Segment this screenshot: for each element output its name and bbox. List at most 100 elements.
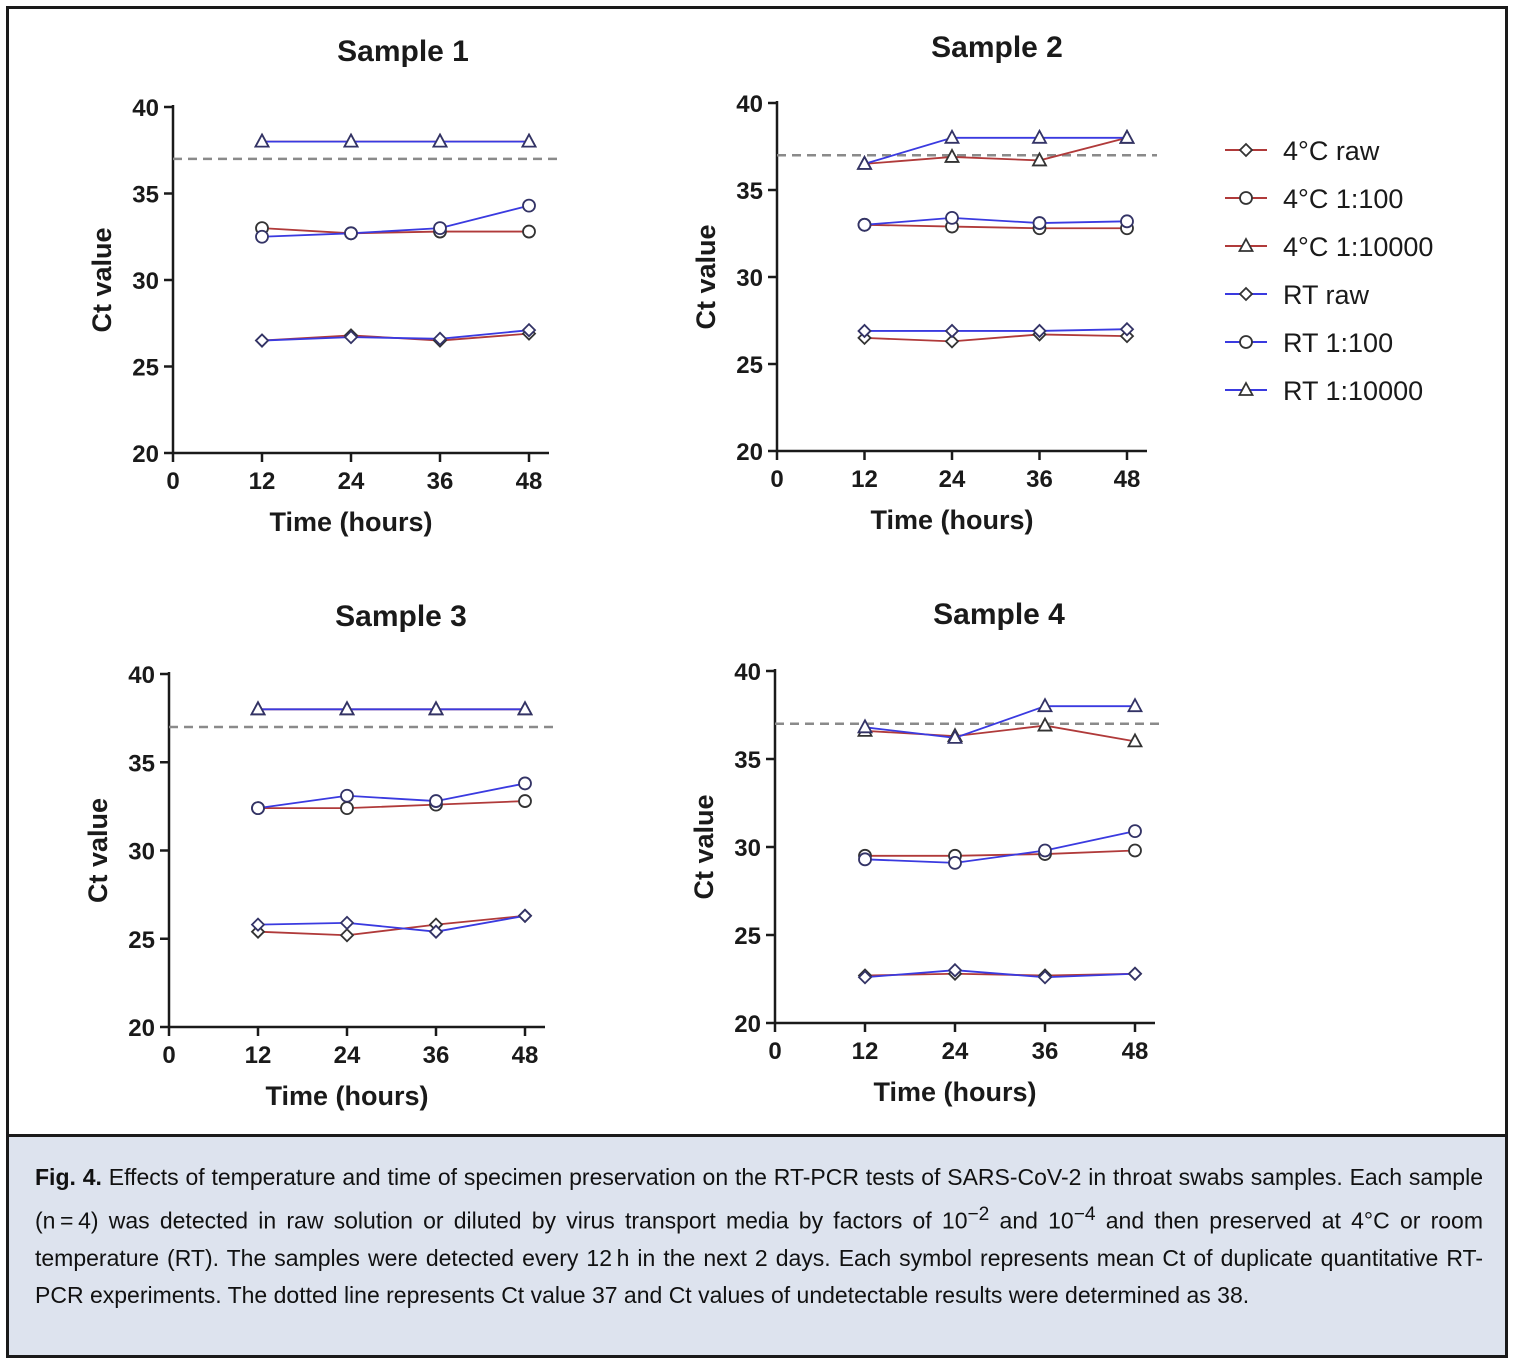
data-point (1126, 732, 1144, 748)
data-point (858, 852, 872, 867)
data-point (251, 801, 265, 816)
data-point (1032, 216, 1047, 230)
series-rt-raw (250, 908, 533, 939)
legend-item: 4°C 1:100 (1225, 184, 1403, 214)
data-point (343, 329, 359, 345)
series-4-c-1-10000 (856, 128, 1136, 170)
series-line (257, 914, 526, 937)
series-line (864, 216, 1128, 226)
y-tick-label: 20 (734, 1011, 761, 1038)
legend-label: 4°C raw (1283, 136, 1380, 166)
legend-item: 4°C 1:10000 (1225, 232, 1433, 262)
series-rt-1-10000 (856, 128, 1136, 170)
legend-marker (1238, 286, 1254, 302)
series-line (864, 136, 1128, 165)
data-point (522, 198, 536, 213)
chart-panel-1: Sample 1 20 25 30 35 40 0 12 24 36 48 Time (hours) C… (87, 35, 559, 537)
y-tick-label: 25 (734, 923, 761, 950)
data-point (1031, 128, 1048, 144)
y-tick-label: 30 (128, 839, 155, 866)
panel-title: Sample 3 (335, 600, 467, 633)
caption-text-1: Effects of temperature and time of speci… (35, 1164, 1483, 1234)
y-tick-label: 25 (128, 927, 155, 954)
figure-frame: Sample 1 20 25 30 35 40 0 12 24 36 48 Time (hours) C… (6, 6, 1508, 1358)
legend-marker (1239, 335, 1253, 349)
legend-label: RT 1:100 (1283, 328, 1393, 358)
data-point (857, 217, 872, 232)
x-tick-label: 12 (245, 1042, 272, 1069)
data-point (518, 794, 532, 808)
series-line (864, 969, 1136, 979)
legend-item: RT 1:100 (1225, 328, 1393, 358)
legend-marker (1239, 191, 1253, 205)
x-tick-label: 36 (427, 468, 454, 495)
legend-label: 4°C 1:10000 (1283, 232, 1433, 262)
figure-panels: Sample 1 20 25 30 35 40 0 12 24 36 48 Time (hours) C… (83, 31, 1433, 1111)
data-point (429, 794, 443, 808)
panel-title: Sample 4 (933, 598, 1065, 631)
series-rt-1-10000 (249, 700, 534, 716)
series-line (257, 782, 526, 810)
y-tick-label: 20 (128, 1015, 155, 1042)
data-point (857, 969, 873, 985)
caption-exponent-2: −4 (1073, 1204, 1096, 1225)
series-line (864, 136, 1127, 165)
data-point (943, 128, 961, 144)
data-point (428, 924, 444, 939)
y-tick-label: 40 (734, 659, 761, 686)
x-axis-label: Time (hours) (873, 1077, 1036, 1107)
x-tick-label: 12 (249, 468, 276, 495)
data-point (520, 132, 538, 148)
x-tick-label: 24 (334, 1042, 361, 1069)
series-line (261, 227, 529, 235)
data-point (856, 155, 873, 170)
series-line (864, 830, 1136, 864)
x-tick-label: 48 (516, 468, 543, 495)
y-tick-label: 35 (132, 182, 159, 209)
y-axis-label: Ct value (83, 798, 113, 903)
y-tick-label: 40 (132, 95, 159, 122)
data-point (1037, 969, 1053, 985)
y-tick-label: 35 (736, 178, 763, 205)
data-point (517, 908, 533, 924)
y-tick-label: 40 (736, 91, 763, 118)
data-point (857, 323, 872, 339)
x-tick-label: 0 (166, 468, 179, 495)
data-point (342, 132, 360, 148)
y-axis-label: Ct value (691, 224, 721, 329)
y-tick-label: 35 (734, 747, 761, 774)
data-point (1120, 214, 1134, 229)
data-point (255, 229, 269, 244)
data-point (1119, 321, 1135, 337)
data-point (1038, 843, 1052, 858)
y-tick-label: 30 (132, 268, 159, 295)
data-point (518, 776, 532, 791)
legend-item: RT 1:10000 (1225, 376, 1423, 406)
x-tick-label: 24 (942, 1038, 969, 1065)
y-tick-label: 30 (734, 835, 761, 862)
legend-item: RT raw (1225, 280, 1370, 310)
series-rt-1-100 (858, 824, 1142, 870)
data-point (340, 788, 354, 803)
series-line (261, 329, 530, 342)
data-point (340, 801, 354, 816)
legend-label: RT 1:10000 (1283, 376, 1423, 406)
series-rt-1-100 (857, 210, 1134, 232)
series-rt-1-10000 (253, 132, 538, 148)
x-axis-label: Time (hours) (265, 1081, 428, 1111)
x-tick-label: 0 (768, 1038, 781, 1065)
legend-marker (1238, 142, 1254, 158)
legend-label: RT raw (1283, 280, 1370, 310)
chart-panel-2: Sample 2 20 25 30 35 40 0 12 24 36 48 Time (hours) C… (691, 31, 1157, 535)
panel-title: Sample 1 (337, 35, 469, 68)
chart-panel-4: Sample 4 20 25 30 35 40 0 12 24 36 48 Time (hours) C… (689, 598, 1165, 1107)
series-line (261, 204, 530, 238)
data-point (1127, 966, 1143, 981)
data-point (432, 331, 448, 347)
y-tick-label: 25 (132, 355, 159, 382)
data-point (1036, 716, 1054, 732)
figure-caption: Fig. 4. Effects of temperature and time … (9, 1134, 1505, 1355)
series-rt-raw (857, 321, 1135, 339)
data-point (1126, 697, 1144, 713)
legend-marker (1237, 237, 1255, 252)
